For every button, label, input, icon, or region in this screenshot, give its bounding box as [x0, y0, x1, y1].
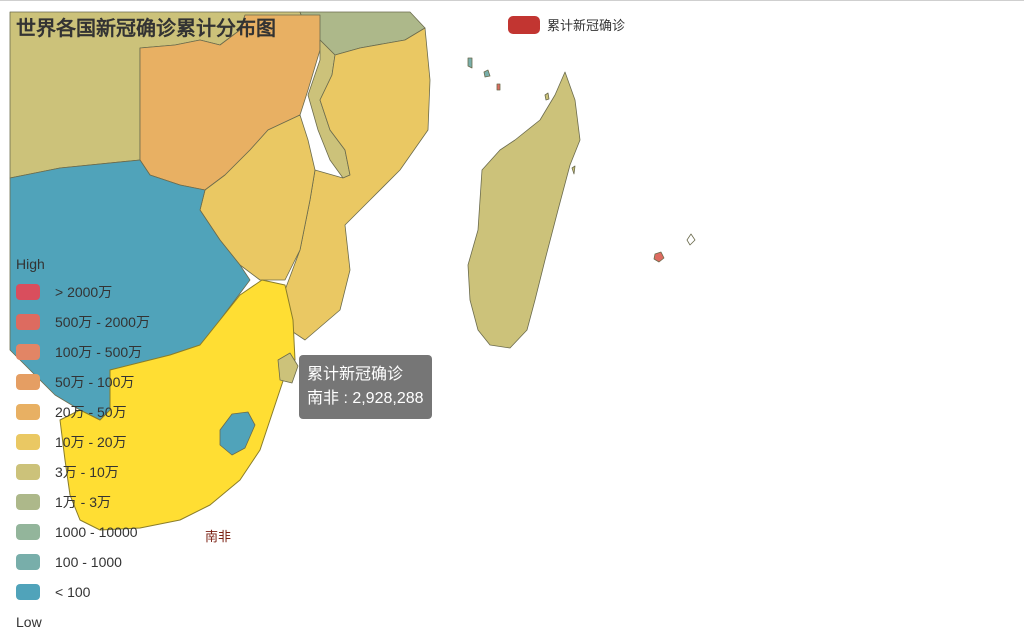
visual-map-item[interactable]: 100万 - 500万	[16, 337, 186, 367]
visual-map-swatch	[16, 404, 40, 420]
island-comoros-1[interactable]	[467, 57, 473, 69]
visual-map-item[interactable]: 100 - 1000	[16, 547, 186, 577]
tooltip-value: 南非 : 2,928,288	[307, 390, 424, 407]
visual-map-swatch	[16, 284, 40, 300]
island-madagascar-nw[interactable]	[544, 92, 550, 101]
visual-map-label: 100万 - 500万	[55, 344, 143, 360]
visual-map-label: 1000 - 10000	[55, 524, 138, 540]
visual-map-legend: High > 2000万 500万 - 2000万 100万 - 500万 50万 -…	[16, 255, 186, 631]
region-madagascar[interactable]	[467, 71, 581, 349]
top-border	[0, 0, 1024, 1]
visual-map-label: 50万 - 100万	[55, 374, 135, 390]
visual-map-item[interactable]: 3万 - 10万	[16, 457, 186, 487]
series-legend-label: 累计新冠确诊	[547, 18, 626, 33]
visual-map-swatch	[16, 464, 40, 480]
visual-map-label: 10万 - 20万	[55, 434, 127, 450]
visual-map-label: 20万 - 50万	[55, 404, 127, 420]
visual-map-item[interactable]: 10万 - 20万	[16, 427, 186, 457]
island-comoros-2[interactable]	[483, 69, 491, 78]
visual-map-swatch	[16, 374, 40, 390]
region-lesotho[interactable]	[219, 411, 256, 456]
region-mozambique[interactable]	[284, 27, 431, 341]
visual-map-item[interactable]: > 2000万	[16, 277, 186, 307]
visual-map-item[interactable]: 20万 - 50万	[16, 397, 186, 427]
page-title: 世界各国新冠确诊累计分布图	[16, 18, 276, 40]
island-mauritius[interactable]	[653, 251, 665, 263]
visual-map-label: 3万 - 10万	[55, 464, 119, 480]
visual-map-label: 1万 - 3万	[55, 494, 112, 510]
region-eswatini[interactable]	[277, 352, 299, 384]
series-legend[interactable]: 累计新冠确诊	[508, 15, 625, 34]
visual-map-swatch	[16, 344, 40, 360]
region-south-africa[interactable]	[59, 279, 296, 531]
visual-map-swatch	[16, 584, 40, 600]
visual-map-item[interactable]: < 100	[16, 577, 186, 607]
series-legend-swatch	[508, 15, 540, 34]
visual-map-swatch	[16, 494, 40, 510]
visual-map-item[interactable]: 1万 - 3万	[16, 487, 186, 517]
visual-map-swatch	[16, 524, 40, 540]
visual-map-label: > 2000万	[55, 284, 113, 300]
visual-map-swatch	[16, 314, 40, 330]
island-reunion[interactable]	[686, 233, 696, 246]
visual-map-item[interactable]: 1000 - 10000	[16, 517, 186, 547]
visual-map-label: 500万 - 2000万	[55, 314, 150, 330]
tooltip-series: 累计新冠确诊	[307, 366, 404, 383]
island-madagascar-se[interactable]	[571, 165, 576, 175]
visual-map-swatch	[16, 554, 40, 570]
visual-map-label: 100 - 1000	[55, 554, 122, 570]
visual-map-swatch	[16, 434, 40, 450]
visual-map-label: < 100	[55, 584, 91, 600]
visual-map-item[interactable]: 50万 - 100万	[16, 367, 186, 397]
map-label-south-africa: 南非	[205, 529, 232, 544]
visual-map-low-label: Low	[16, 614, 42, 630]
island-comoros-3[interactable]	[496, 83, 501, 91]
visual-map-high-label: High	[16, 256, 45, 272]
map-tooltip: 累计新冠确诊 南非 : 2,928,288	[299, 355, 432, 419]
visual-map-item[interactable]: 500万 - 2000万	[16, 307, 186, 337]
